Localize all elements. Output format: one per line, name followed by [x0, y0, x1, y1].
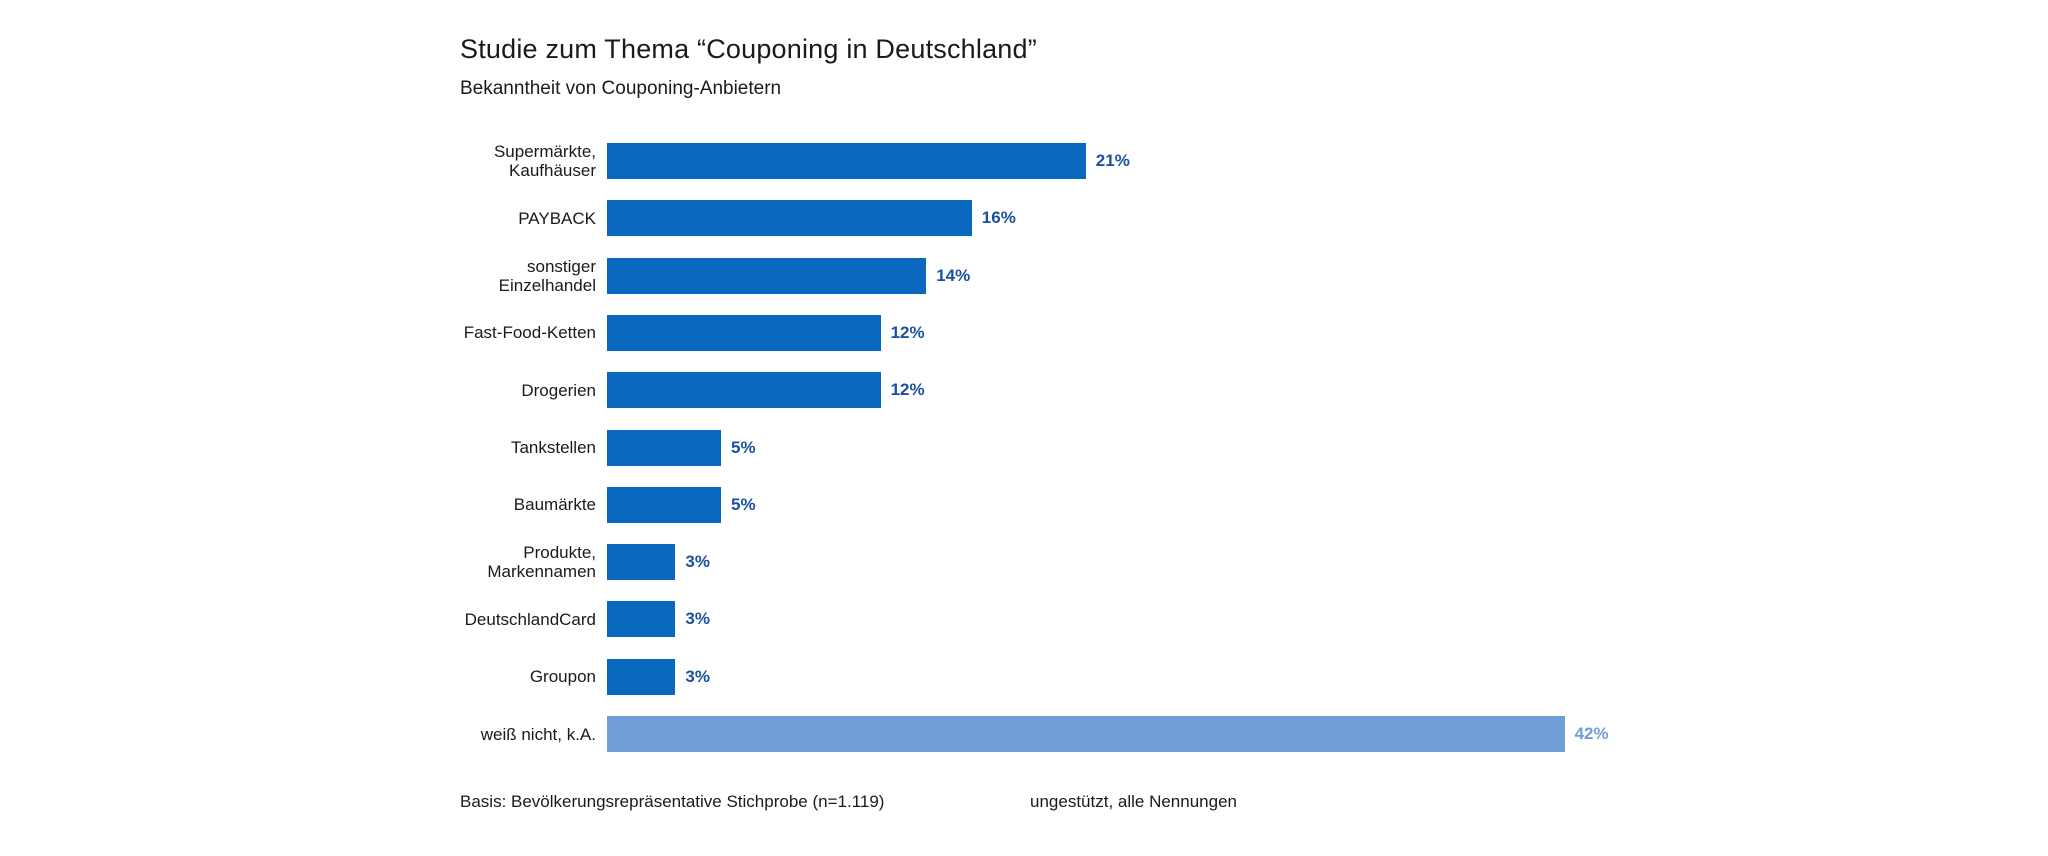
bar	[607, 314, 881, 351]
value-label: 21%	[1095, 151, 1130, 170]
category-label: DeutschlandCard	[464, 609, 596, 629]
value-label: 3%	[685, 609, 710, 629]
bar	[607, 200, 972, 237]
category-label: Produkte, Markennamen	[487, 543, 596, 582]
category-label: Supermärkte, Kaufhäuser	[493, 142, 596, 180]
method-note: ungestützt, alle Nennungen	[1030, 792, 1237, 811]
chart-row: DeutschlandCard 3%	[300, 601, 710, 638]
value-label: 5%	[731, 494, 756, 514]
chart-row: Fast-Food-Ketten 12%	[300, 314, 925, 351]
chart-row: Baumärkte 5%	[300, 486, 756, 523]
category-label: weiß nicht, k.A.	[480, 724, 596, 744]
bar	[607, 257, 927, 294]
category-label: sonstiger Einzelhandel	[498, 256, 596, 295]
basis-note: Basis: Bevölkerungsrepräsentative Stichp…	[460, 792, 885, 811]
chart-row: sonstiger Einzelhandel 14%	[300, 256, 971, 295]
bar	[607, 544, 676, 581]
value-label: 12%	[890, 380, 925, 400]
bar	[607, 658, 676, 695]
value-label: 3%	[685, 666, 710, 686]
chart-row: weiß nicht, k.A. 42%	[300, 716, 1609, 752]
chart-subtitle: Bekanntheit von Couponing-Anbietern	[460, 78, 782, 99]
value-label: 16%	[981, 208, 1016, 228]
category-label: Baumärkte	[513, 495, 596, 515]
category-label: Tankstellen	[510, 438, 596, 457]
value-label: 14%	[936, 265, 971, 285]
bar	[607, 372, 881, 409]
bar	[607, 716, 1565, 752]
category-label: PAYBACK	[518, 208, 596, 228]
category-label: Fast-Food-Ketten	[463, 323, 596, 343]
bar	[607, 601, 676, 638]
chart-row: Tankstellen 5%	[300, 429, 756, 466]
chart-row: Groupon 3%	[300, 658, 710, 695]
bar	[607, 429, 721, 466]
chart-row: Drogerien 12%	[300, 372, 925, 409]
chart-row: PAYBACK 16%	[300, 200, 1016, 237]
chart-row: Supermärkte, Kaufhäuser 21%	[300, 142, 1130, 180]
chart-title: Studie zum Thema “Couponing in Deutschla…	[460, 34, 1037, 64]
category-label: Groupon	[529, 667, 596, 687]
value-label: 5%	[731, 437, 756, 457]
chart-row: Produkte, Markennamen 3%	[300, 543, 710, 582]
value-label: 12%	[890, 322, 925, 342]
bar	[607, 486, 721, 523]
value-label: 3%	[685, 552, 710, 572]
bar	[607, 143, 1086, 179]
category-label: Drogerien	[521, 380, 596, 400]
value-label: 42%	[1574, 724, 1609, 743]
